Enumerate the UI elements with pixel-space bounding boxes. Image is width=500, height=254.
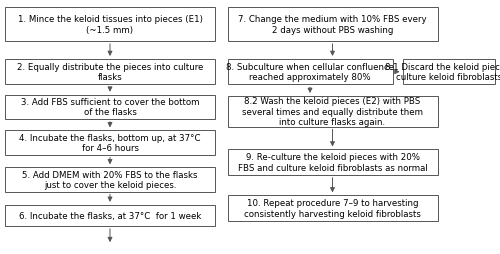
Text: 5. Add DMEM with 20% FBS to the flasks
just to cover the keloid pieces.: 5. Add DMEM with 20% FBS to the flasks j… — [22, 170, 198, 189]
FancyBboxPatch shape — [5, 205, 215, 226]
Text: 1. Mince the keloid tissues into pieces (E1)
(~1.5 mm): 1. Mince the keloid tissues into pieces … — [18, 15, 202, 35]
Text: 10. Repeat procedure 7–9 to harvesting
consistently harvesting keloid fibroblast: 10. Repeat procedure 7–9 to harvesting c… — [244, 199, 421, 218]
FancyBboxPatch shape — [5, 131, 215, 155]
FancyBboxPatch shape — [228, 97, 438, 127]
Text: 6. Incubate the flasks, at 37°C  for 1 week: 6. Incubate the flasks, at 37°C for 1 we… — [19, 211, 201, 220]
Text: 8.1 Discard the keloid pieces,
culture keloid fibroblasts: 8.1 Discard the keloid pieces, culture k… — [385, 63, 500, 82]
FancyBboxPatch shape — [5, 60, 215, 85]
FancyBboxPatch shape — [228, 196, 438, 221]
Text: 9. Re-culture the keloid pieces with 20%
FBS and culture keloid fibroblasts as n: 9. Re-culture the keloid pieces with 20%… — [238, 153, 428, 172]
FancyBboxPatch shape — [5, 95, 215, 119]
Text: 8.2 Wash the keloid pieces (E2) with PBS
several times and equally distribute th: 8.2 Wash the keloid pieces (E2) with PBS… — [242, 97, 423, 126]
Text: 8. Subculture when cellular confluence
reached approximately 80%: 8. Subculture when cellular confluence r… — [226, 63, 394, 82]
FancyBboxPatch shape — [228, 150, 438, 175]
FancyBboxPatch shape — [228, 60, 392, 85]
FancyBboxPatch shape — [402, 60, 495, 85]
FancyBboxPatch shape — [228, 8, 438, 42]
Text: 7. Change the medium with 10% FBS every
2 days without PBS washing: 7. Change the medium with 10% FBS every … — [238, 15, 427, 35]
Text: 4. Incubate the flasks, bottom up, at 37°C
for 4–6 hours: 4. Incubate the flasks, bottom up, at 37… — [19, 133, 201, 153]
FancyBboxPatch shape — [5, 8, 215, 42]
Text: 2. Equally distribute the pieces into culture
flasks: 2. Equally distribute the pieces into cu… — [17, 63, 203, 82]
Text: 3. Add FBS sufficient to cover the bottom
of the flasks: 3. Add FBS sufficient to cover the botto… — [21, 98, 199, 117]
FancyBboxPatch shape — [5, 168, 215, 192]
